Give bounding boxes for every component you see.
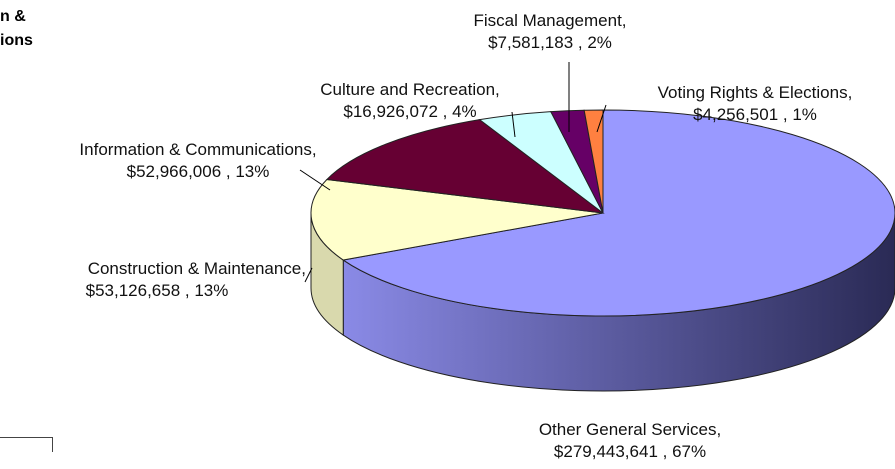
pie-slice-construction-maintenance: [310, 178, 604, 261]
slice-label-culture-recreation: Culture and Recreation, $16,926,072 , 4%: [280, 79, 540, 123]
slice-value: $4,256,501 , 1%: [693, 105, 817, 124]
leader-line-information-communications: [299, 169, 331, 191]
slice-name: Voting Rights & Elections,: [657, 83, 853, 102]
slice-value: $7,581,183 , 2%: [488, 33, 612, 52]
slice-value: $279,443,641 , 67%: [553, 442, 707, 461]
slice-label-construction-maintenance: Construction & Maintenance, $53,126,658 …: [8, 258, 306, 302]
slice-name: Fiscal Management,: [473, 11, 627, 30]
slice-value: $53,126,658 , 13%: [85, 281, 229, 300]
slice-name: Construction & Maintenance,: [87, 259, 306, 278]
slice-label-other-general-services: Other General Services, $279,443,641 , 6…: [500, 419, 760, 463]
pie-slice-voting-rights-elections: [583, 109, 604, 214]
slice-label-information-communications: Information & Communications, $52,966,00…: [38, 139, 358, 183]
pie-slice-information-communications: [325, 119, 605, 214]
slice-value: $16,926,072 , 4%: [343, 102, 477, 121]
slice-name: Information & Communications,: [79, 140, 317, 159]
pie-slice-other-general-services: [341, 109, 895, 317]
legend-box-edge: [0, 437, 53, 452]
leader-line-construction-maintenance: [304, 267, 313, 283]
leader-line-voting-rights-elections: [596, 104, 607, 133]
slice-label-fiscal-management: Fiscal Management, $7,581,183 , 2%: [440, 10, 660, 54]
slice-value: $52,966,006 , 13%: [126, 162, 270, 181]
leader-line-culture-and-recreation: [511, 111, 516, 138]
slice-name: Other General Services,: [538, 420, 722, 439]
chart-title-line-2: ions: [0, 32, 33, 49]
slice-name: Culture and Recreation,: [320, 80, 500, 99]
chart-title-line-1: n &: [0, 8, 26, 25]
slice-label-voting-rights-elections: Voting Rights & Elections, $4,256,501 , …: [620, 82, 890, 126]
